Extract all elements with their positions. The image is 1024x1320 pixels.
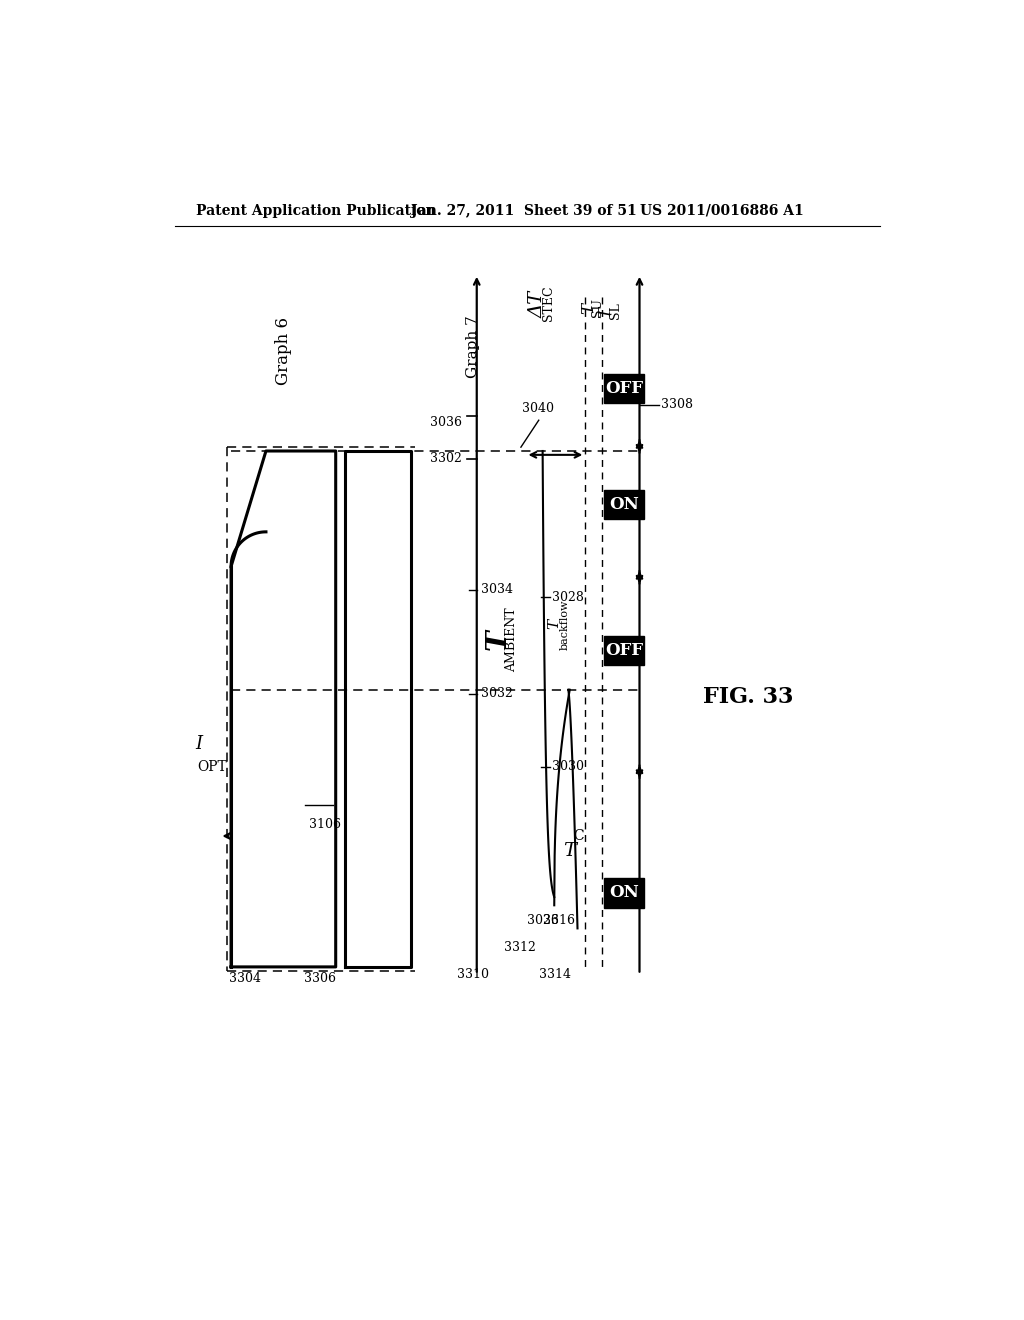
FancyBboxPatch shape	[604, 374, 644, 404]
FancyBboxPatch shape	[604, 878, 644, 908]
Text: 3302: 3302	[430, 453, 462, 465]
Text: ON: ON	[609, 495, 639, 512]
Text: 3034: 3034	[480, 583, 513, 597]
Text: SL: SL	[609, 302, 622, 319]
FancyBboxPatch shape	[604, 490, 644, 519]
Text: T: T	[598, 306, 614, 318]
Text: 3304: 3304	[229, 972, 261, 985]
FancyBboxPatch shape	[604, 636, 644, 665]
Text: Graph 7: Graph 7	[466, 315, 480, 379]
Text: 3310: 3310	[457, 968, 488, 981]
Text: 3040: 3040	[521, 403, 554, 416]
Text: 3032: 3032	[480, 686, 512, 700]
Text: backflow: backflow	[559, 599, 569, 649]
Text: OFF: OFF	[605, 380, 643, 397]
Text: FIG. 33: FIG. 33	[702, 686, 794, 709]
Text: ON: ON	[609, 884, 639, 902]
Text: 3316: 3316	[543, 915, 574, 927]
Text: T: T	[563, 842, 577, 861]
Text: 3036: 3036	[430, 416, 462, 429]
Text: US 2011/0016886 A1: US 2011/0016886 A1	[640, 203, 803, 218]
Text: Jan. 27, 2011  Sheet 39 of 51: Jan. 27, 2011 Sheet 39 of 51	[411, 203, 637, 218]
Text: T: T	[547, 619, 561, 630]
Text: 3312: 3312	[504, 941, 536, 954]
Text: 3106: 3106	[308, 818, 341, 832]
Text: C: C	[573, 829, 585, 843]
Text: ΔT: ΔT	[528, 292, 546, 318]
Text: 3030: 3030	[552, 760, 584, 774]
Text: SU: SU	[591, 297, 604, 317]
Text: 3306: 3306	[304, 972, 336, 985]
Text: 3026: 3026	[527, 915, 559, 927]
Text: 3308: 3308	[662, 399, 693, 412]
Text: T: T	[580, 304, 597, 314]
Text: I: I	[196, 735, 203, 752]
Text: Patent Application Publication: Patent Application Publication	[197, 203, 436, 218]
Text: 3028: 3028	[552, 591, 584, 603]
Text: Graph 6: Graph 6	[274, 317, 292, 385]
Text: OPT: OPT	[197, 760, 226, 774]
Text: AMBIENT: AMBIENT	[505, 607, 518, 672]
Text: STEC: STEC	[542, 285, 555, 321]
Text: 3314: 3314	[539, 968, 570, 981]
Text: T: T	[485, 630, 512, 649]
Text: OFF: OFF	[605, 642, 643, 659]
